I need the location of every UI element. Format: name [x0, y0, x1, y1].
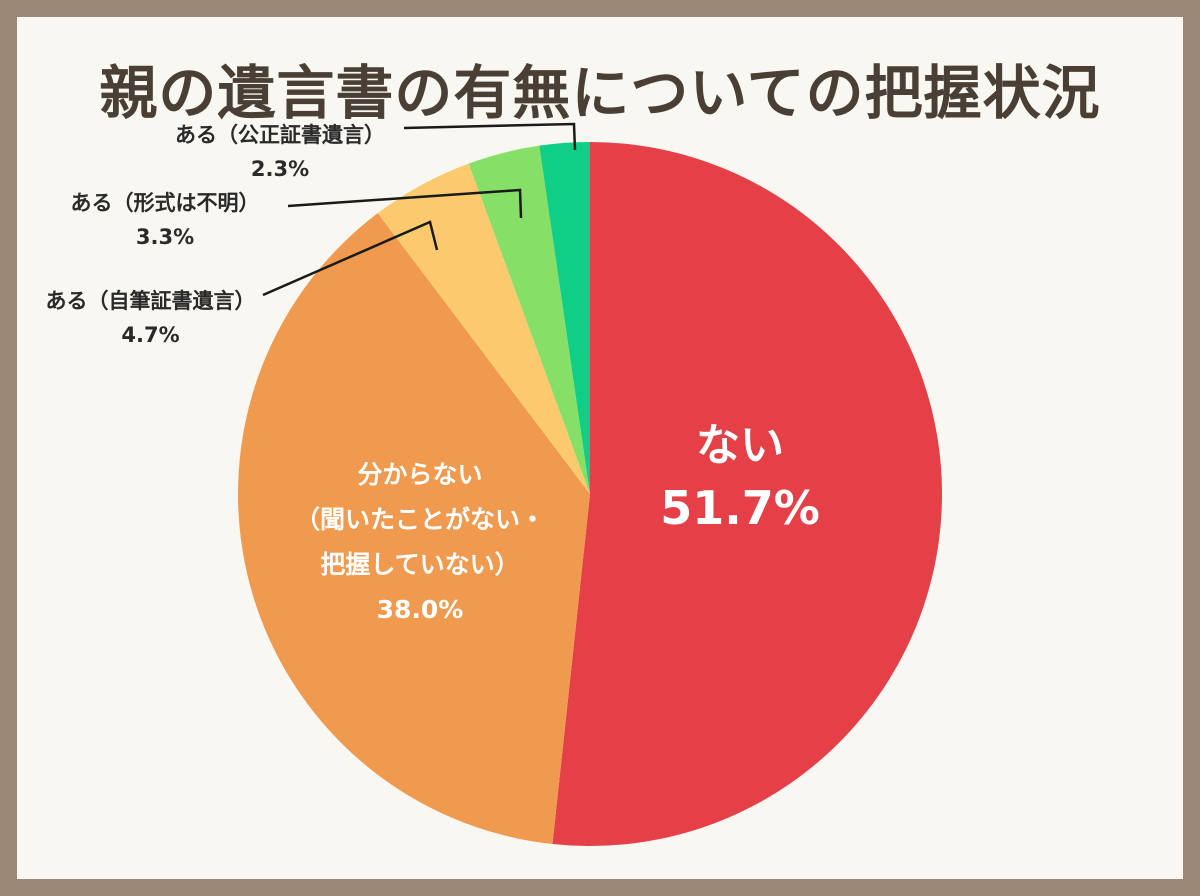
pie-slice	[377, 163, 590, 495]
pie-slice	[237, 213, 591, 844]
label-jihitsu: ある（自筆証書遺言） 4.7%	[45, 289, 256, 347]
pie-slice	[552, 142, 942, 846]
leader-line	[287, 188, 523, 219]
chart-title: 親の遺言書の有無についての把握状況	[99, 59, 1101, 127]
label-nai: ない 51.7%	[660, 420, 820, 535]
leader-line	[262, 220, 439, 297]
label-fumei: ある（形式は不明） 3.3%	[70, 191, 260, 249]
label-kosei: ある（公正証書遺言） 2.3%	[175, 123, 385, 181]
label-wakaranai: 分からない （聞いたことがない・ 把握していない） 38.0%	[294, 460, 545, 624]
pie-slice	[539, 142, 590, 494]
leader-line	[403, 122, 577, 151]
pie-slice	[468, 145, 590, 495]
